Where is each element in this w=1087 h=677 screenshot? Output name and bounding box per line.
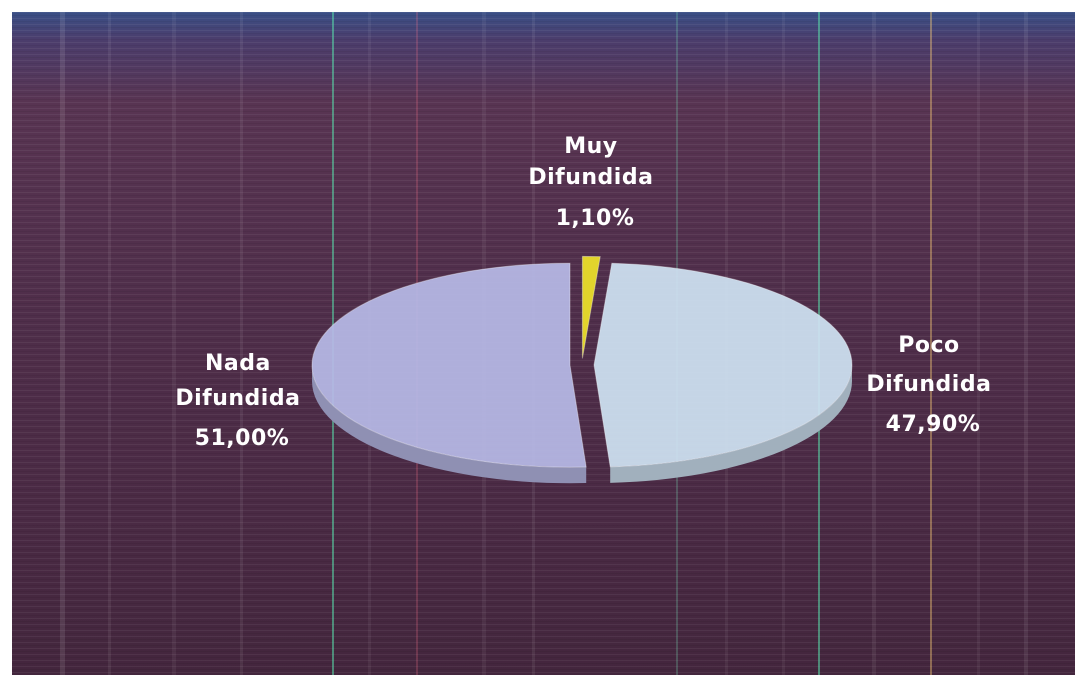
- label-poco-value: 47,90%: [886, 412, 981, 437]
- label-muy-value: 1,10%: [556, 206, 635, 231]
- label-poco: Poco Difundida 47,90%: [866, 333, 999, 437]
- pie-chart: Muy Difundida 1,10% Poco Difundida 47,90…: [175, 134, 999, 484]
- chart-frame: Muy Difundida 1,10% Poco Difundida 47,90…: [12, 12, 1075, 675]
- pie-slice-nada: [311, 262, 587, 468]
- label-nada-line2: Difundida: [175, 386, 300, 411]
- label-muy-line2: Difundida: [528, 165, 653, 190]
- label-nada: Nada Difundida 51,00%: [175, 351, 308, 451]
- pie-slice-muy: [581, 255, 601, 359]
- pie-slice-side-nada: [312, 365, 587, 484]
- label-nada-line1: Nada: [205, 351, 271, 376]
- pie-slice-side-poco: [610, 365, 852, 483]
- label-muy-line1: Muy: [564, 134, 617, 159]
- pie-slice-poco: [593, 262, 853, 468]
- label-poco-line1: Poco: [898, 333, 959, 358]
- label-muy: Muy Difundida 1,10%: [528, 134, 661, 231]
- slices-layer: [311, 255, 853, 484]
- label-poco-line2: Difundida: [866, 372, 991, 397]
- label-nada-value: 51,00%: [195, 426, 290, 451]
- labels-layer: Muy Difundida 1,10% Poco Difundida 47,90…: [175, 134, 999, 451]
